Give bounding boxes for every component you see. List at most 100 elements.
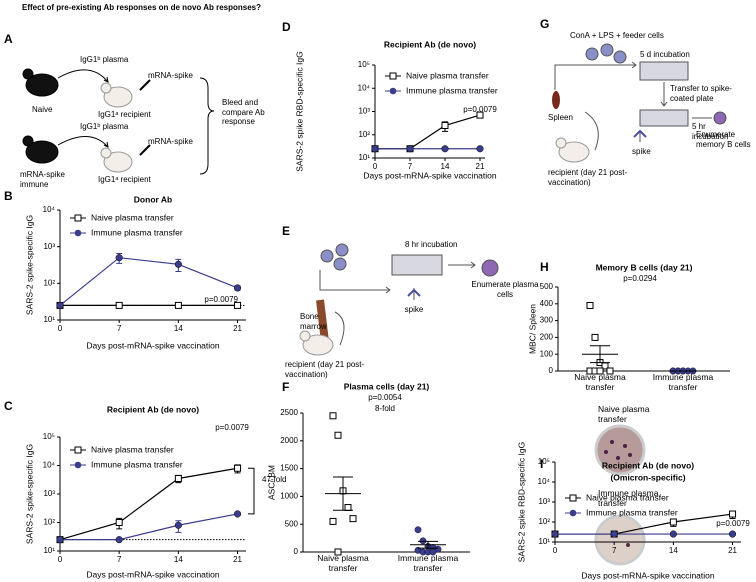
y-tick-label: 2500 bbox=[280, 408, 298, 417]
y-tick-label: 10⁴ bbox=[538, 477, 551, 486]
x-tick-label: 0 bbox=[373, 162, 378, 171]
series-line bbox=[59, 467, 238, 541]
diagram-label: 5 hr incubation bbox=[692, 122, 729, 141]
diagram-label: Bleed and compare Ab response bbox=[222, 98, 265, 126]
panel-letter: E bbox=[282, 224, 290, 238]
x-tick-label: 14 bbox=[669, 546, 678, 555]
x-tick-label: 14 bbox=[174, 324, 183, 333]
y-tick-label: 10³ bbox=[43, 242, 55, 251]
point bbox=[414, 526, 422, 534]
diagram-label: mRNA-spike bbox=[148, 71, 193, 80]
chart-title: Memory B cells (day 21) bbox=[596, 262, 693, 272]
diagram-label: recipient (day 21 post-vaccination) bbox=[548, 168, 628, 187]
question: Effect of pre-existing Ab responses on d… bbox=[22, 3, 261, 12]
chart-title: Recipient Ab (de novo) bbox=[384, 39, 476, 49]
legend-marker bbox=[389, 87, 397, 95]
diagram-g-shapes bbox=[552, 43, 727, 163]
x-tick-label: 0 bbox=[553, 546, 558, 555]
y-tick-label: 0 bbox=[549, 366, 554, 375]
x-tick-label: 14 bbox=[174, 555, 183, 564]
diagram-label: mRNA-spike immune bbox=[20, 170, 65, 189]
diagram-label-box: recipient (day 21 post-vaccination) bbox=[548, 168, 628, 187]
y-tick-label: 10¹ bbox=[43, 315, 55, 324]
x-axis-label: Days post-mRNA-spike vaccination bbox=[86, 340, 219, 350]
y-tick-label: 10² bbox=[538, 517, 550, 526]
x-tick-label-box: Immune plasma transfer bbox=[653, 373, 713, 391]
marker bbox=[174, 474, 182, 482]
point bbox=[334, 548, 342, 556]
y-tick-label: 400 bbox=[540, 299, 554, 308]
y-tick-label: 10¹ bbox=[538, 537, 550, 546]
annotation: p=0.0294 bbox=[623, 274, 657, 283]
photo-label-box: Immune plasma transfer bbox=[598, 489, 658, 507]
point bbox=[419, 537, 427, 545]
legend-marker bbox=[74, 446, 82, 454]
point bbox=[591, 333, 599, 341]
y-tick-label: 500 bbox=[285, 519, 299, 528]
y-axis-label: SARS-2 spike RBD-specific IgG bbox=[294, 51, 304, 171]
diagram-label: 5 d incubation bbox=[640, 50, 690, 59]
x-tick-label: Naive plasma transfer bbox=[317, 554, 369, 573]
sem-bar bbox=[590, 345, 610, 364]
legend-label: Immune plasma transfer bbox=[406, 85, 498, 95]
legend-marker bbox=[389, 72, 397, 80]
diagram-label: IgG1ᵇ plasma bbox=[80, 55, 129, 64]
annotation: p=0.0079 bbox=[463, 105, 497, 114]
y-tick-label: 10⁵ bbox=[43, 432, 55, 441]
diagram-e-shapes bbox=[299, 243, 499, 356]
diagram-label: Naive bbox=[32, 105, 53, 114]
x-tick-label: 0 bbox=[58, 555, 63, 564]
marker bbox=[115, 301, 123, 309]
diagram-label: IgG1ᵃ recipient bbox=[98, 110, 152, 119]
marker bbox=[174, 260, 182, 268]
point bbox=[329, 517, 337, 525]
diagram-label-box: Enumerate plasma cells bbox=[471, 280, 539, 299]
y-tick-label: 2000 bbox=[280, 436, 298, 445]
diagram-label: Spleen bbox=[548, 113, 573, 122]
x-tick-label: 21 bbox=[233, 324, 242, 333]
legend-marker bbox=[569, 509, 577, 517]
panel-letter: D bbox=[282, 20, 291, 34]
y-axis-label: ASC/ BM bbox=[266, 465, 276, 500]
diagram-label: Enumerate plasma cells bbox=[471, 280, 539, 299]
marker bbox=[406, 145, 414, 153]
marker bbox=[476, 145, 484, 153]
panel-letter: A bbox=[4, 32, 13, 46]
marker bbox=[476, 111, 484, 119]
y-tick-label: 10¹ bbox=[358, 153, 370, 162]
marker bbox=[233, 284, 242, 292]
x-tick-label: 21 bbox=[476, 162, 485, 171]
point bbox=[596, 367, 604, 375]
marker bbox=[234, 464, 242, 472]
marker bbox=[174, 301, 182, 309]
diagram-label-box: mRNA-spike immune bbox=[20, 170, 65, 189]
y-tick-label: 200 bbox=[540, 333, 554, 342]
annotation: 47-fold bbox=[262, 475, 286, 484]
marker bbox=[551, 530, 559, 538]
y-axis-label: MBC/ Spleen bbox=[527, 304, 537, 354]
diagram-label-box: Enumerate memory B cells bbox=[696, 130, 751, 149]
panel-letter: G bbox=[540, 17, 549, 31]
marker bbox=[610, 530, 618, 538]
x-tick-label-box: Immune plasma transfer bbox=[397, 554, 459, 573]
point bbox=[606, 367, 614, 375]
x-tick-label: 21 bbox=[233, 555, 242, 564]
annotation: p=0.0079 bbox=[215, 423, 249, 432]
y-tick-label: 10² bbox=[43, 518, 55, 527]
y-tick-label: 100 bbox=[540, 349, 554, 358]
x-tick-label: 21 bbox=[728, 546, 737, 555]
fold-bracket bbox=[248, 467, 255, 515]
panel-letter: I bbox=[540, 457, 543, 471]
marker bbox=[174, 521, 182, 529]
x-tick-label: Immune plasma transfer bbox=[397, 554, 459, 573]
diagram-label-box: 5 hr incubation bbox=[692, 122, 729, 141]
diagram-label: 8 hr incubation bbox=[405, 240, 457, 249]
chart-title: Donor Ab bbox=[134, 194, 172, 204]
marker bbox=[115, 519, 123, 526]
diagram-label: spike bbox=[405, 305, 424, 314]
series-line bbox=[59, 257, 238, 306]
x-axis-label: Days post-mRNA-spike vaccination bbox=[86, 569, 219, 579]
diagram-label: IgG1ᵃ recipient bbox=[98, 175, 152, 184]
chart-title: Recipient Ab (de novo) bbox=[602, 460, 694, 470]
